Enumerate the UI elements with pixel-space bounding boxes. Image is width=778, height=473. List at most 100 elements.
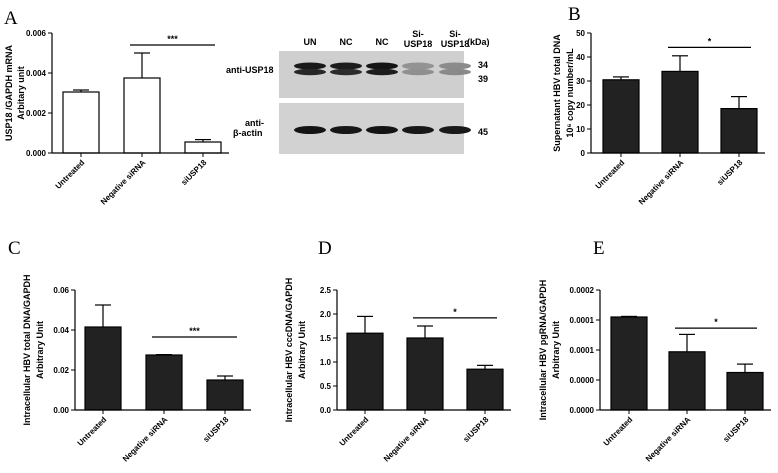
category-label-e-1: Negative siRNA <box>644 415 693 464</box>
y-tick-label-b-4: 40 <box>576 53 585 62</box>
y-axis-label-e-0: Intracellular HBV pgRNA/GAPDH <box>538 280 548 421</box>
bar-c-1 <box>145 354 183 411</box>
blot-actin-label-line-1: β-actin <box>233 128 263 138</box>
significance-label-d: * <box>453 307 457 317</box>
y-axis-label-e-1: Arbitrary Unit <box>551 321 561 379</box>
y-axis-label-a-0: USP18 /GAPDH mRNA <box>4 44 14 141</box>
band-actin-3 <box>402 126 434 134</box>
blot-lane-label-4-0: Si- <box>449 29 461 39</box>
band-usp18-lower-4 <box>439 68 471 76</box>
y-tick-label-d-0: 0.0 <box>320 406 332 415</box>
bar-d-0 <box>346 332 384 411</box>
bar-e-0 <box>610 316 648 411</box>
y-tick-label-d-2: 1.0 <box>320 358 332 367</box>
y-tick-label-d-3: 1.5 <box>320 334 332 343</box>
panel-label-a: A <box>4 8 18 29</box>
bar-d-2 <box>466 368 504 411</box>
category-label-e-2: siUSP18 <box>721 415 750 444</box>
panel-label-c: C <box>8 238 21 259</box>
bar-b-2 <box>720 107 758 154</box>
band-usp18-upper-1 <box>330 62 362 70</box>
y-tick-label-a-2: 0.004 <box>26 69 47 78</box>
blot-row-label-usp18: anti-USP18 <box>226 65 274 75</box>
y-axis-label-b-0: Supernatant HBV total DNA <box>552 34 562 152</box>
category-label-e-0: Untreated <box>602 415 635 448</box>
blot-marker-34: 34 <box>478 60 488 70</box>
category-label-c-2: siUSP18 <box>201 415 230 444</box>
band-usp18-upper-0 <box>294 62 326 70</box>
blot-marker-39: 39 <box>478 74 488 84</box>
band-usp18-upper-2 <box>366 62 398 70</box>
y-tick-label-b-2: 20 <box>576 101 585 110</box>
bar-a-1 <box>123 77 161 154</box>
significance-label-a: *** <box>167 34 178 44</box>
band-actin-1 <box>330 126 362 134</box>
y-tick-label-a-0: 0.000 <box>26 149 47 158</box>
bar-b-1 <box>661 70 699 154</box>
category-label-b-2: siUSP18 <box>715 158 744 187</box>
band-usp18-lower-2 <box>366 68 398 76</box>
y-tick-label-e-4: 0.0002 <box>570 286 595 295</box>
band-actin-0 <box>294 126 326 134</box>
y-tick-label-e-1: 0.0000 <box>570 376 595 385</box>
band-usp18-upper-3 <box>402 62 434 70</box>
blot-kda-label: (kDa) <box>467 37 490 47</box>
y-tick-label-a-3: 0.006 <box>26 29 47 38</box>
blot-lane-label-3-1: USP18 <box>404 39 433 49</box>
y-tick-label-c-3: 0.06 <box>53 286 69 295</box>
blot-lane-label-2-0: NC <box>376 37 389 47</box>
panel-label-d: D <box>318 238 332 259</box>
y-axis-label-b-1: 10⁶ copy number/mL <box>565 48 575 138</box>
category-label-c-1: Negative siRNA <box>121 415 170 464</box>
y-tick-label-d-1: 0.5 <box>320 382 332 391</box>
y-tick-label-b-1: 10 <box>576 125 585 134</box>
chart-panel-c: C Untreated Negative siRNA siUSP18 0.00 0.02 0… <box>8 238 251 464</box>
band-usp18-lower-1 <box>330 68 362 76</box>
category-label-c-0: Untreated <box>76 415 109 448</box>
bar-e-2 <box>726 371 764 411</box>
bar-d-1 <box>406 337 444 411</box>
category-label-d-0: Untreated <box>338 415 371 448</box>
blot-row-label-actin: anti-β-actin <box>233 118 264 138</box>
category-label-a-1: Negative siRNA <box>99 158 148 207</box>
band-usp18-lower-0 <box>294 68 326 76</box>
y-axis-label-a-1: Arbitary unit <box>16 66 26 120</box>
blot-bands <box>294 62 471 134</box>
significance-label-e: * <box>714 317 718 327</box>
y-axis-label-c-0: Intracellular HBV total DNA/GAPDH <box>22 274 32 425</box>
y-axis-label-c-1: Arbitrary Unit <box>35 321 45 379</box>
bar-c-2 <box>206 379 244 411</box>
blot-lane-label-1-0: NC <box>340 37 353 47</box>
blot-marker-45: 45 <box>478 127 488 137</box>
band-actin-2 <box>366 126 398 134</box>
y-tick-label-b-3: 30 <box>576 77 585 86</box>
blot-lane-label-3-0: Si- <box>412 29 424 39</box>
y-tick-label-b-5: 50 <box>576 29 585 38</box>
y-tick-label-d-4: 2.0 <box>320 310 332 319</box>
y-tick-label-e-0: 0.0000 <box>570 406 595 415</box>
band-usp18-lower-3 <box>402 68 434 76</box>
category-label-d-2: siUSP18 <box>461 415 490 444</box>
category-label-d-1: Negative siRNA <box>382 415 431 464</box>
y-tick-label-a-1: 0.002 <box>26 109 47 118</box>
band-usp18-upper-4 <box>439 62 471 70</box>
chart-panel-e: E Untreated Negative siRNA siUSP18 0.0000 0.0… <box>538 238 771 464</box>
y-axis-label-d-1: Arbitrary Unit <box>297 321 307 379</box>
y-tick-label-e-2: 0.0001 <box>570 346 595 355</box>
significance-label-c: *** <box>189 326 200 336</box>
blot-lane-label-4-1: USP18 <box>441 39 470 49</box>
blot-lane-label-0-0: UN <box>304 37 317 47</box>
category-label-b-1: Negative siRNA <box>637 158 686 207</box>
bar-a-2 <box>184 141 222 154</box>
significance-label-b: * <box>708 36 712 46</box>
bar-a-0 <box>62 91 100 154</box>
bar-b-0 <box>602 79 640 154</box>
y-tick-label-c-2: 0.04 <box>53 326 69 335</box>
chart-panel-b: B Untreated Negative siRNA siUSP18 0 10 20 30 40… <box>552 4 765 207</box>
panel-label-e: E <box>593 238 605 259</box>
blot-actin-label-line-0: anti- <box>245 118 264 128</box>
y-tick-label-d-5: 2.5 <box>320 286 332 295</box>
